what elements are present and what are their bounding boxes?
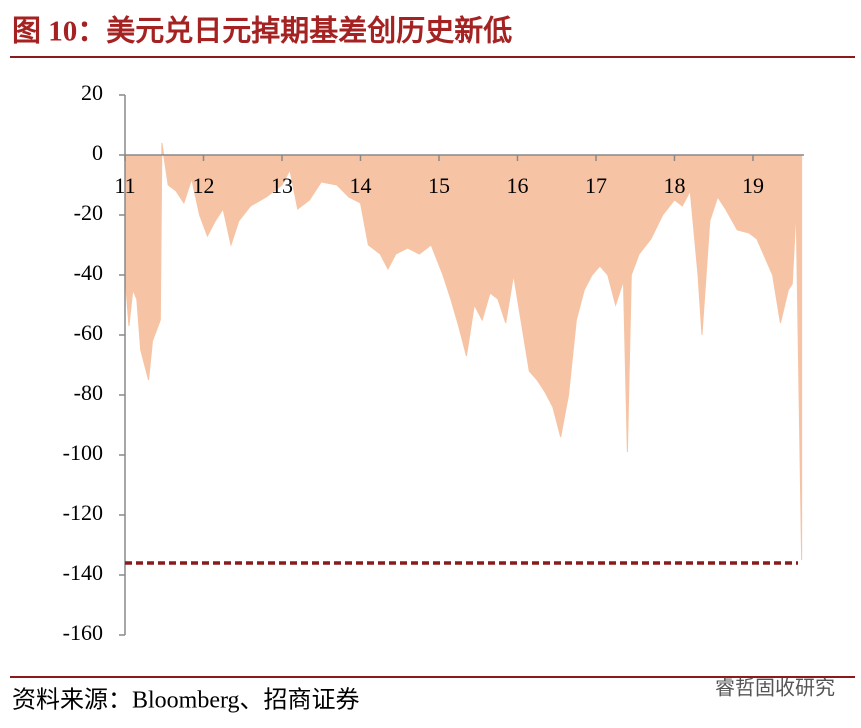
x-tick-label: 16 [506,173,528,198]
y-tick-label: -140 [63,560,103,585]
y-tick-label: -40 [74,260,103,285]
y-tick-label: -60 [74,320,103,345]
plot-area: -160 -140 -120 -100 -80 -60 -40 -20 0 20 11 12 13 14 1… [63,80,804,645]
y-tick-label: 20 [81,80,103,105]
area [124,142,803,561]
x-tick-label: 11 [114,173,135,198]
x-tick-label: 17 [585,173,607,198]
y-tick-label: -120 [63,500,103,525]
x-tick-label: 14 [349,173,371,198]
x-tick-label: 12 [192,173,214,198]
x-tick-label: 18 [663,173,685,198]
y-tick-label: -80 [74,380,103,405]
watermark: 睿哲固收研究 [715,677,835,700]
y-tick-label: -160 [63,620,103,645]
chart-title: 图 10：美元兑日元掉期基差创历史新低 [12,15,512,48]
x-tick-label: 13 [271,173,293,198]
x-tick-label: 15 [428,173,450,198]
y-tick-label: -20 [74,200,103,225]
source-note: 资料来源：Bloomberg、招商证券 [12,687,360,714]
y-tick-label: -100 [63,440,103,465]
y-tick-label: 0 [92,140,103,165]
x-tick-label: 19 [742,173,764,198]
